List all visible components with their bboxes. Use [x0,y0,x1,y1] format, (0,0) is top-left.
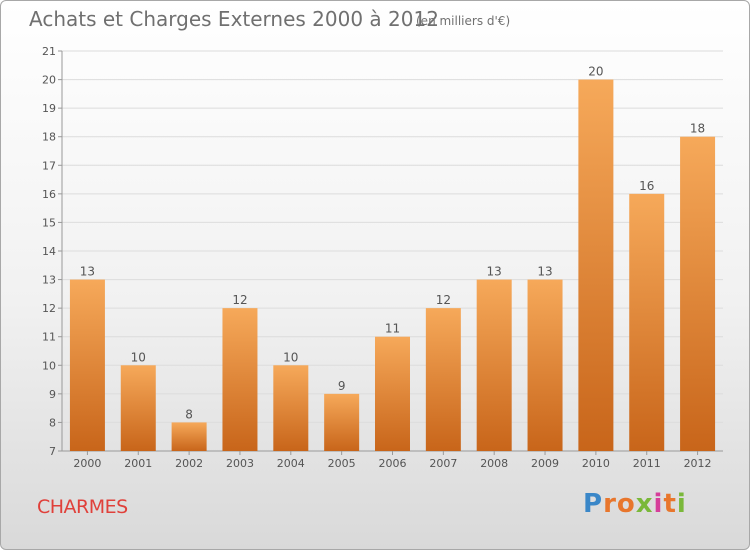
logo-letter: t [663,489,677,519]
data-label-2008: 13 [487,265,502,279]
x-tick-label-2007: 2007 [429,457,457,470]
y-tick-label: 21 [42,45,56,58]
bar-2008 [476,279,512,451]
data-label-2012: 18 [690,122,705,136]
bar-2011 [629,193,665,451]
x-tick-label-2011: 2011 [633,457,661,470]
x-tick-label-2005: 2005 [328,457,356,470]
bar-2004 [273,365,309,451]
data-label-2000: 13 [80,265,95,279]
data-label-2011: 16 [639,179,654,193]
y-tick-label: 17 [42,159,56,172]
bar-2000 [69,279,105,451]
data-label-2003: 12 [232,293,247,307]
x-tick-label-2010: 2010 [582,457,610,470]
x-tick-label-2000: 2000 [73,457,101,470]
x-tick-label-2003: 2003 [226,457,254,470]
chart-title: Achats et Charges Externes 2000 à 2012 [29,7,439,31]
y-tick-label: 10 [42,359,56,372]
bar-2003 [222,308,258,451]
x-tick-label-2008: 2008 [480,457,508,470]
x-tick-label-2012: 2012 [684,457,712,470]
proxiti-logo[interactable]: Proxiti [583,489,687,519]
bar-2006 [375,336,410,451]
y-tick-label: 19 [42,102,56,115]
y-tick-label: 18 [42,131,56,144]
bar-2005 [324,393,360,451]
logo-letter: o [616,489,636,519]
data-label-2005: 9 [338,379,346,393]
y-tick-label: 14 [42,245,56,258]
x-tick-label-2002: 2002 [175,457,203,470]
y-tick-label: 20 [42,74,56,87]
y-tick-label: 13 [42,274,56,287]
x-tick-label-2004: 2004 [277,457,305,470]
x-tick-label-2001: 2001 [124,457,152,470]
bar-2007 [425,308,461,451]
data-label-2006: 11 [385,322,400,336]
x-tick-label-2006: 2006 [379,457,407,470]
data-label-2007: 12 [436,293,451,307]
y-tick-label: 8 [49,416,56,429]
bars [69,79,716,452]
y-tick-label: 16 [42,188,56,201]
y-tick-label: 11 [42,331,56,344]
y-tick-label: 12 [42,302,56,315]
y-tick-label: 7 [49,445,56,458]
y-tick-label: 15 [42,216,56,229]
logo-letter: i [653,489,664,519]
axes: 7 8 9 10 11 12 13 14 15 16 17 18 19 20 21 2000 2001 2002 2… [42,45,723,470]
bar-2001 [120,365,156,451]
data-labels: 13 10 8 12 10 9 11 12 13 13 20 16 18 [80,65,705,422]
chart-unit: (en milliers d'€) [416,14,511,28]
bar-2012 [680,136,716,451]
data-label-2009: 13 [537,265,552,279]
bar-2010 [578,79,614,452]
bar-2002 [171,422,207,451]
x-tick-label-2009: 2009 [531,457,559,470]
bar-2009 [527,279,563,451]
logo-letter: i [676,489,687,519]
y-tick-label: 9 [49,388,56,401]
logo-letter: P [583,489,604,519]
data-label-2001: 10 [131,350,146,364]
logo-letter: x [635,489,654,519]
data-label-2010: 20 [588,65,603,79]
city-name: CHARMES [37,496,128,518]
data-label-2002: 8 [185,407,193,421]
data-label-2004: 10 [283,350,298,364]
logo-letter: r [603,489,617,519]
